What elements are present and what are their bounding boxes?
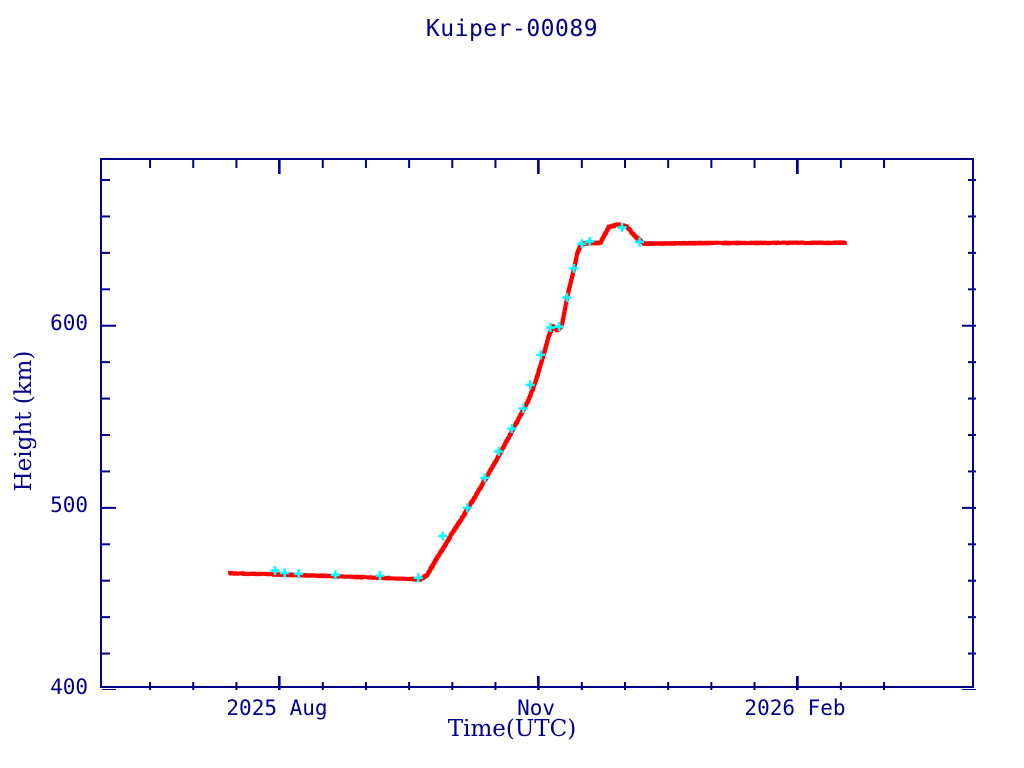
x-tick-label-2026-feb: 2026 Feb <box>744 696 846 720</box>
marker-cyan-cross <box>270 566 280 576</box>
x-tick-label-nov: Nov <box>517 696 555 720</box>
marker-cyan-cross <box>375 571 385 581</box>
chart-title: Kuiper-00089 <box>425 16 599 42</box>
plot-area <box>100 158 976 690</box>
marker-cyan-cross <box>518 404 528 414</box>
marker-cyan-cross <box>494 446 504 456</box>
marker-cyan-cross <box>577 239 587 249</box>
marker-cyan-cross <box>569 263 579 273</box>
x-axis-title: Time(UTC) <box>447 716 577 742</box>
marker-cyan-cross <box>554 322 564 332</box>
marker-cyan-cross <box>480 473 490 483</box>
marker-cyan-cross <box>438 531 448 541</box>
series-height-red <box>228 222 847 582</box>
marker-cyan-cross <box>525 380 535 390</box>
marker-cyan-cross <box>507 424 517 434</box>
y-tick-label-600: 600 <box>50 310 88 335</box>
marker-cyan-cross <box>545 323 555 333</box>
marker-cyan-cross <box>280 568 290 578</box>
marker-cyan-cross <box>330 570 340 580</box>
marker-cyan-cross <box>462 503 472 513</box>
plot-canvas <box>102 160 976 690</box>
marker-cyan-cross <box>635 237 645 247</box>
y-axis-title: Height (km) <box>11 350 37 492</box>
axis-ticks <box>102 160 976 690</box>
y-tick-label-500: 500 <box>50 492 88 517</box>
marker-cyan-cross <box>413 573 423 583</box>
marker-cyan-cross <box>617 222 627 232</box>
y-tick-label-400: 400 <box>50 675 88 699</box>
marker-cyan-cross <box>562 293 572 303</box>
x-tick-label-2025-aug: 2025 Aug <box>226 696 328 720</box>
marker-cyan-cross <box>536 350 546 360</box>
marker-cyan-cross <box>585 236 595 246</box>
data-series <box>228 222 847 583</box>
marker-cyan-cross <box>294 569 304 579</box>
